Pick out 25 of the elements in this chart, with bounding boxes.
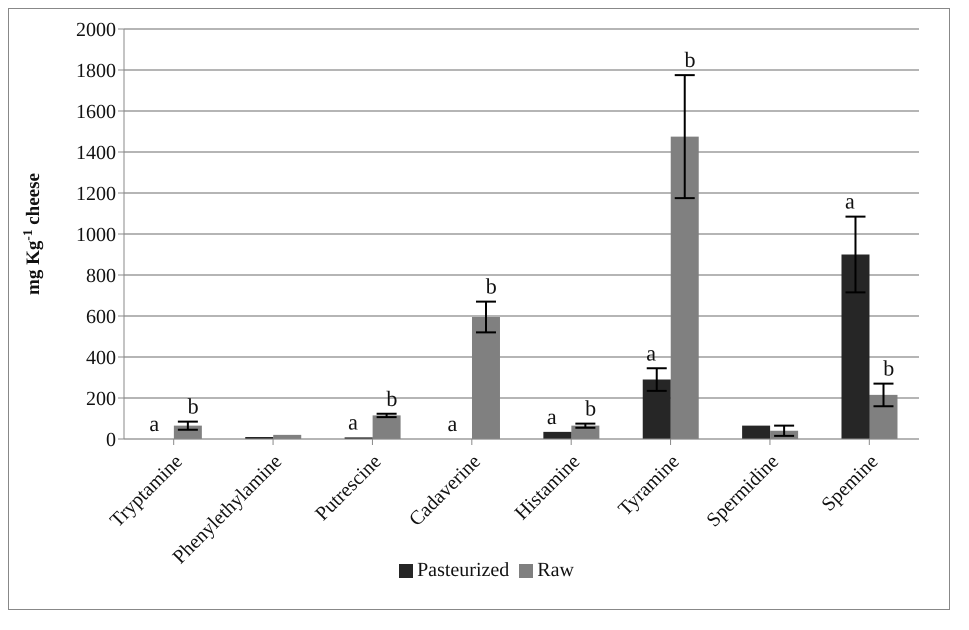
y-tick-label: 1000 [76,224,116,246]
y-tick-label: 200 [86,388,116,410]
data-label: a [149,411,160,436]
data-label: a [646,340,656,366]
legend-label: Raw [537,559,574,581]
data-label: b [386,386,398,411]
data-label: b [883,356,894,381]
y-tick-label: 1800 [76,60,116,82]
data-label: a [845,188,856,214]
data-label: b [585,396,596,421]
legend-label: Pasteurized [417,559,510,581]
data-label: a [448,411,458,436]
data-label: a [348,409,358,434]
y-tick-label: 1400 [76,142,116,164]
data-label: b [188,394,199,419]
data-label: a [546,404,557,429]
data-label: b [486,274,497,299]
y-tick-label: 800 [86,265,116,288]
y-tick-label: 0 [106,429,116,452]
y-tick-label: 400 [86,347,116,370]
data-label: b [684,47,696,72]
y-tick-label: 1200 [76,183,116,206]
y-tick-label: 2000 [76,19,116,42]
y-tick-label: 1600 [76,101,116,124]
y-tick-label: 600 [86,306,116,328]
